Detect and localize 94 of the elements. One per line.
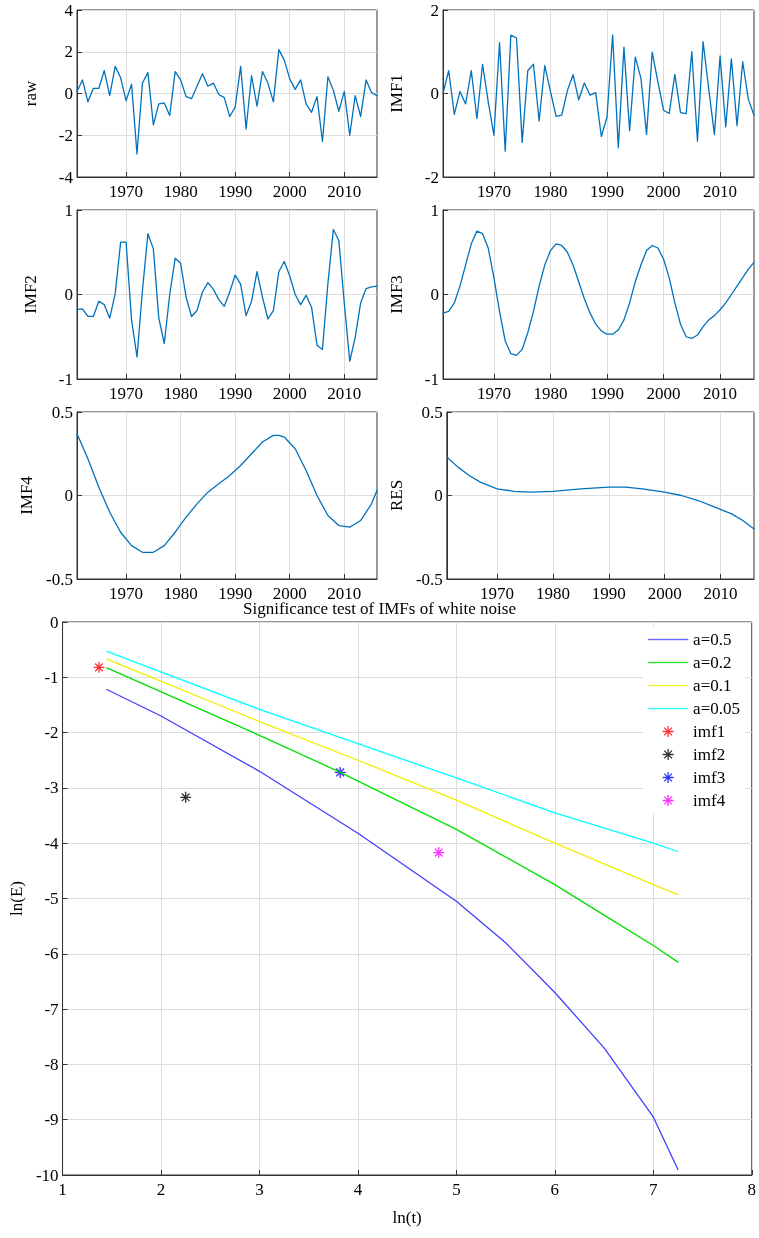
x-tick-label: 1970 bbox=[476, 384, 511, 403]
y-tick-label: -4 bbox=[44, 833, 60, 853]
point bbox=[179, 791, 192, 804]
y-tick-label: -2 bbox=[44, 723, 59, 743]
x-tick-label: 2 bbox=[156, 1180, 166, 1199]
y-tick-label: -7 bbox=[44, 999, 60, 1019]
x-tick-label: 1970 bbox=[109, 584, 144, 603]
y-tick-label: -0.5 bbox=[46, 569, 73, 589]
y-tick-label: -10 bbox=[35, 1165, 59, 1185]
y-tick-label: -4 bbox=[58, 167, 74, 187]
y-tick-label: 0 bbox=[64, 84, 73, 103]
y-tick-label: -3 bbox=[44, 778, 59, 798]
point bbox=[432, 846, 445, 859]
x-tick-label: 3 bbox=[255, 1180, 264, 1199]
x-tick-label: 1970 bbox=[476, 182, 511, 201]
x-tick-label: 2010 bbox=[703, 182, 738, 201]
y-tick-label: -8 bbox=[44, 1054, 59, 1074]
y-tick-label: 0.5 bbox=[51, 402, 73, 422]
x-tick-label: 1970 bbox=[109, 182, 144, 201]
y-tick-label: 4 bbox=[64, 0, 74, 20]
x-tick-label: 1990 bbox=[218, 384, 253, 403]
x-axis-title: ln(t) bbox=[392, 1208, 422, 1227]
y-axis-title: IMF3 bbox=[387, 275, 406, 314]
y-axis-title: raw bbox=[21, 80, 40, 107]
y-tick-label: -1 bbox=[424, 369, 439, 389]
x-tick-label: 4 bbox=[353, 1180, 363, 1199]
y-tick-label: 0 bbox=[50, 612, 59, 632]
legend-label: imf3 bbox=[693, 768, 726, 787]
x-tick-label: 2010 bbox=[327, 182, 362, 201]
y-tick-label: 0 bbox=[434, 486, 443, 505]
x-tick-label: 5 bbox=[452, 1180, 461, 1199]
y-axis-title: IMF4 bbox=[17, 475, 37, 515]
y-tick-label: -1 bbox=[58, 369, 73, 389]
x-tick-label: 2010 bbox=[703, 584, 738, 603]
y-axis-title: IMF2 bbox=[21, 275, 40, 314]
legend-label: imf2 bbox=[693, 745, 726, 764]
line-series bbox=[446, 456, 755, 530]
line-series bbox=[442, 230, 755, 356]
x-tick-label: 2000 bbox=[647, 584, 682, 603]
x-tick-label: 1980 bbox=[163, 182, 198, 201]
legend-label: imf1 bbox=[693, 722, 726, 741]
line-series bbox=[76, 228, 378, 362]
line-series bbox=[442, 34, 755, 152]
x-tick-label: 2010 bbox=[703, 384, 738, 403]
x-tick-label: 1970 bbox=[109, 384, 144, 403]
y-tick-label: -2 bbox=[424, 167, 439, 187]
y-tick-label: 2 bbox=[430, 0, 439, 20]
y-tick-label: 2 bbox=[64, 42, 73, 62]
point bbox=[334, 766, 347, 779]
x-tick-label: 1990 bbox=[589, 182, 624, 201]
y-tick-label: 0 bbox=[430, 84, 439, 103]
x-tick-label: 1980 bbox=[163, 384, 198, 403]
y-tick-label: 0 bbox=[430, 285, 439, 304]
y-tick-label: -2 bbox=[58, 125, 73, 145]
legend-label: a=0.1 bbox=[693, 676, 732, 695]
x-tick-label: 2000 bbox=[646, 182, 681, 201]
y-tick-label: 0 bbox=[64, 486, 73, 505]
y-tick-label: 0 bbox=[64, 285, 73, 304]
legend-label: imf4 bbox=[693, 791, 726, 810]
line-series bbox=[76, 433, 378, 553]
y-tick-label: 1 bbox=[64, 200, 73, 220]
x-tick-label: 1980 bbox=[533, 182, 568, 201]
x-tick-label: 2000 bbox=[272, 182, 307, 201]
line-series bbox=[106, 650, 679, 853]
x-tick-label: 2000 bbox=[646, 384, 681, 403]
x-tick-label: 1980 bbox=[163, 584, 198, 603]
y-axis-title: IMF1 bbox=[387, 74, 406, 113]
y-tick-label: 0.5 bbox=[421, 402, 443, 422]
line-series bbox=[106, 667, 679, 963]
x-tick-label: 2010 bbox=[327, 384, 362, 403]
y-axis-title: ln(E) bbox=[7, 881, 26, 916]
y-axis-title: RES bbox=[387, 479, 406, 512]
point bbox=[92, 661, 106, 674]
x-tick-label: 1990 bbox=[218, 182, 253, 201]
y-tick-label: 1 bbox=[430, 200, 439, 220]
y-tick-label: -0.5 bbox=[415, 569, 443, 589]
x-tick-label: 1990 bbox=[589, 384, 624, 403]
line-series bbox=[106, 658, 679, 896]
x-tick-label: 8 bbox=[747, 1180, 756, 1199]
legend-label: a=0.05 bbox=[693, 699, 741, 718]
y-tick-label: -1 bbox=[44, 667, 59, 687]
legend-label: a=0.5 bbox=[693, 630, 732, 649]
x-tick-label: 1980 bbox=[535, 584, 570, 603]
x-tick-label: 2000 bbox=[272, 384, 307, 403]
x-tick-label: 7 bbox=[649, 1180, 659, 1199]
y-tick-label: -6 bbox=[44, 944, 59, 964]
legend-label: a=0.2 bbox=[693, 653, 732, 672]
y-tick-label: -5 bbox=[44, 889, 59, 908]
y-tick-label: -9 bbox=[44, 1110, 59, 1130]
line-series bbox=[106, 688, 679, 1171]
x-tick-label: 6 bbox=[550, 1180, 560, 1199]
x-tick-label: 1990 bbox=[591, 584, 626, 603]
x-tick-label: 1980 bbox=[533, 384, 568, 403]
line-series bbox=[76, 49, 378, 155]
